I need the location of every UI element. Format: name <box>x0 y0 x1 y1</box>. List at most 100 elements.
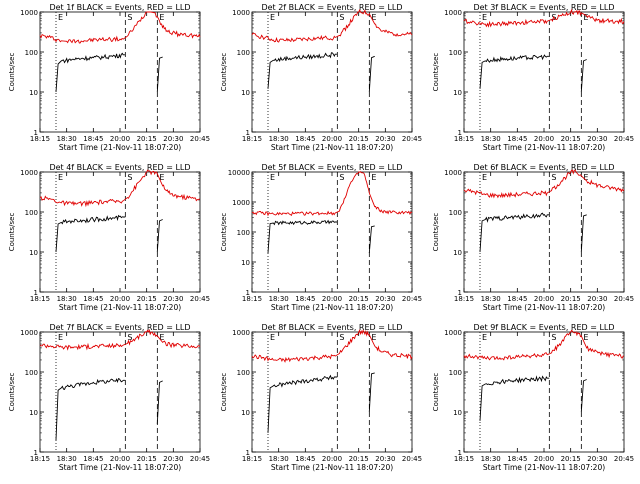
x-tick-label: 18:45 <box>507 135 527 143</box>
marker-label: E <box>58 13 63 22</box>
x-tick-label: 18:45 <box>83 455 103 463</box>
x-tick-label: 18:45 <box>295 455 315 463</box>
plot-frame <box>463 171 625 293</box>
y-axis-label: Counts/sec <box>8 213 16 252</box>
events-series-line <box>479 212 587 253</box>
y-tick-label: 1 <box>458 289 462 297</box>
x-axis-label: Start Time (21-Nov-11 18:07:20) <box>271 143 393 152</box>
marker-label: S <box>339 173 344 182</box>
plot-frame <box>251 171 413 293</box>
marker-label: S <box>551 173 556 182</box>
x-tick-label: 20:45 <box>402 295 422 303</box>
x-tick-label: 20:00 <box>110 135 130 143</box>
y-axis-label: Counts/sec <box>432 213 440 252</box>
y-axis-label: Counts/sec <box>220 53 228 92</box>
marker-label: E <box>270 173 275 182</box>
y-tick-label: 100 <box>25 49 38 57</box>
x-tick-label: 20:15 <box>561 455 581 463</box>
x-tick-label: 20:15 <box>137 295 157 303</box>
x-tick-label: 20:15 <box>137 135 157 143</box>
y-axis-label: Counts/sec <box>432 53 440 92</box>
plot-frame <box>39 171 201 293</box>
x-tick-label: 18:15 <box>30 455 50 463</box>
plot-frame <box>463 331 625 453</box>
events-series-line <box>55 214 163 253</box>
x-tick-label: 18:15 <box>454 455 474 463</box>
chart-title: Det 4f BLACK = Events, RED = LLD <box>49 163 190 172</box>
x-tick-label: 18:15 <box>454 295 474 303</box>
y-tick-label: 1 <box>34 129 38 137</box>
chart-panel-4: Det 4f BLACK = Events, RED = LLD 1 10 100 10… <box>8 163 210 312</box>
y-tick-label: 100 <box>237 229 250 237</box>
x-tick-label: 18:15 <box>30 295 50 303</box>
x-tick-label: 20:45 <box>614 455 634 463</box>
x-tick-label: 20:45 <box>190 135 210 143</box>
y-tick-label: 1 <box>246 449 250 457</box>
x-tick-label: 20:00 <box>322 135 342 143</box>
y-tick-label: 10 <box>241 89 250 97</box>
marker-label: E <box>482 13 487 22</box>
events-series-line <box>479 375 587 421</box>
lld-series-line <box>39 11 201 44</box>
x-tick-label: 20:00 <box>110 295 130 303</box>
x-axis-label: Start Time (21-Nov-11 18:07:20) <box>59 303 181 312</box>
y-tick-label: 10 <box>453 89 462 97</box>
marker-label: E <box>482 333 487 342</box>
x-axis-label: Start Time (21-Nov-11 18:07:20) <box>59 143 181 152</box>
chart-title: Det 8f BLACK = Events, RED = LLD <box>261 323 402 332</box>
x-tick-label: 20:00 <box>110 455 130 463</box>
y-tick-label: 1 <box>458 129 462 137</box>
x-tick-label: 18:15 <box>242 135 262 143</box>
y-tick-label: 100 <box>237 369 250 377</box>
marker-label: S <box>127 333 132 342</box>
x-tick-label: 18:45 <box>295 295 315 303</box>
x-axis-label: Start Time (21-Nov-11 18:07:20) <box>483 463 605 472</box>
y-tick-label: 1000 <box>232 329 250 337</box>
x-tick-label: 18:45 <box>507 295 527 303</box>
x-axis-label: Start Time (21-Nov-11 18:07:20) <box>483 303 605 312</box>
marker-label: S <box>339 333 344 342</box>
x-axis-label: Start Time (21-Nov-11 18:07:20) <box>271 303 393 312</box>
y-tick-label: 1 <box>34 449 38 457</box>
x-tick-label: 18:30 <box>57 455 77 463</box>
x-tick-label: 20:45 <box>614 295 634 303</box>
x-tick-label: 18:30 <box>269 135 289 143</box>
y-tick-label: 1000 <box>444 9 462 17</box>
x-tick-label: 18:30 <box>269 295 289 303</box>
lld-series-line <box>463 329 624 361</box>
y-axis-label: Counts/sec <box>8 53 16 92</box>
y-tick-label: 1000 <box>20 169 38 177</box>
lld-series-line <box>463 169 625 199</box>
y-tick-label: 10 <box>29 89 38 97</box>
x-tick-label: 18:30 <box>269 455 289 463</box>
x-tick-label: 18:15 <box>242 455 262 463</box>
x-tick-label: 20:15 <box>349 295 369 303</box>
y-tick-label: 1 <box>34 289 38 297</box>
y-tick-label: 10000 <box>228 169 250 177</box>
marker-label: S <box>127 13 132 22</box>
x-tick-label: 20:30 <box>587 455 607 463</box>
x-tick-label: 20:45 <box>190 455 210 463</box>
y-tick-label: 1 <box>246 289 250 297</box>
marker-label: E <box>58 173 63 182</box>
x-tick-label: 20:45 <box>190 295 210 303</box>
marker-label: E <box>371 333 376 342</box>
lld-series-line <box>463 8 625 28</box>
y-tick-label: 1000 <box>20 9 38 17</box>
x-tick-label: 18:45 <box>83 295 103 303</box>
y-axis-label: Counts/sec <box>432 373 440 412</box>
y-tick-label: 100 <box>449 369 462 377</box>
chart-panel-7: Det 7f BLACK = Events, RED = LLD 1 10 100 10… <box>8 323 210 472</box>
x-tick-label: 20:15 <box>561 295 581 303</box>
marker-label: E <box>583 173 588 182</box>
x-tick-label: 20:00 <box>534 455 554 463</box>
x-tick-label: 18:30 <box>481 295 501 303</box>
y-tick-label: 1000 <box>232 199 250 207</box>
x-tick-label: 18:15 <box>242 295 262 303</box>
x-tick-label: 20:30 <box>375 295 395 303</box>
chart-panel-9: Det 9f BLACK = Events, RED = LLD 1 10 100 10… <box>432 323 634 472</box>
x-tick-label: 20:30 <box>163 135 183 143</box>
events-series-line <box>479 54 587 93</box>
